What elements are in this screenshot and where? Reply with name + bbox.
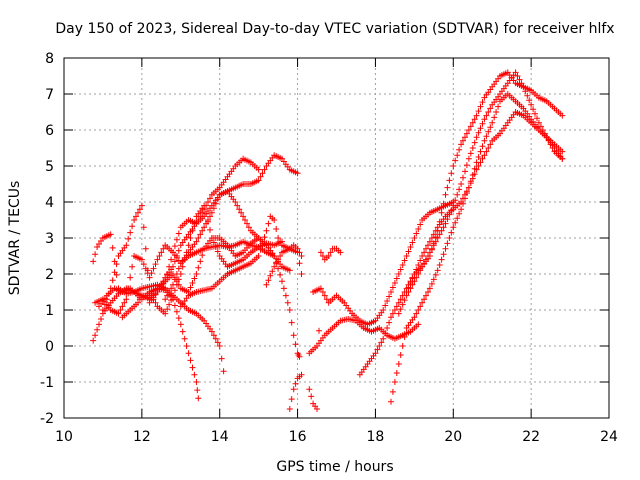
y-tick-label: -2 — [40, 411, 54, 427]
x-tick-label: 18 — [367, 429, 385, 445]
y-tick-label: 4 — [45, 195, 54, 211]
x-tick-label: 24 — [600, 429, 618, 445]
x-tick-label: 20 — [444, 429, 462, 445]
y-tick-label: 8 — [45, 51, 54, 67]
y-tick-label: 1 — [45, 303, 54, 319]
x-tick-label: 14 — [211, 429, 229, 445]
y-axis-label: SDTVAR / TECUs — [7, 181, 23, 296]
plot-frame — [63, 57, 610, 419]
x-tick-labels: 10 12 14 16 18 20 22 24 — [55, 429, 618, 445]
series-track-k — [286, 371, 305, 412]
series-track-r — [403, 109, 566, 295]
y-tick-labels: -2 -1 0 1 2 3 4 5 6 7 8 — [40, 51, 54, 427]
series-track-m — [306, 316, 422, 357]
chart-title: Day 150 of 2023, Sidereal Day-to-day VTE… — [55, 21, 614, 37]
x-tick-label: 10 — [55, 429, 73, 445]
y-tick-label: 7 — [45, 87, 54, 103]
x-tick-label: 22 — [522, 429, 540, 445]
series-track-g — [146, 155, 262, 306]
x-axis-label: GPS time / hours — [276, 459, 393, 475]
series-track-e — [99, 202, 278, 317]
y-tick-label: -1 — [40, 375, 54, 391]
y-tick-label: 3 — [45, 231, 54, 247]
y-tick-label: 6 — [45, 123, 54, 139]
y-tick-label: 2 — [45, 267, 54, 283]
series-track-j — [263, 242, 305, 288]
data-series — [90, 69, 566, 412]
x-tick-label: 12 — [133, 429, 151, 445]
series-track-h — [162, 188, 303, 360]
series-track-l — [306, 245, 344, 412]
y-tick-label: 0 — [45, 339, 54, 355]
x-tick-label: 16 — [289, 429, 307, 445]
y-tick-label: 5 — [45, 159, 54, 175]
series-track-n — [310, 199, 457, 328]
